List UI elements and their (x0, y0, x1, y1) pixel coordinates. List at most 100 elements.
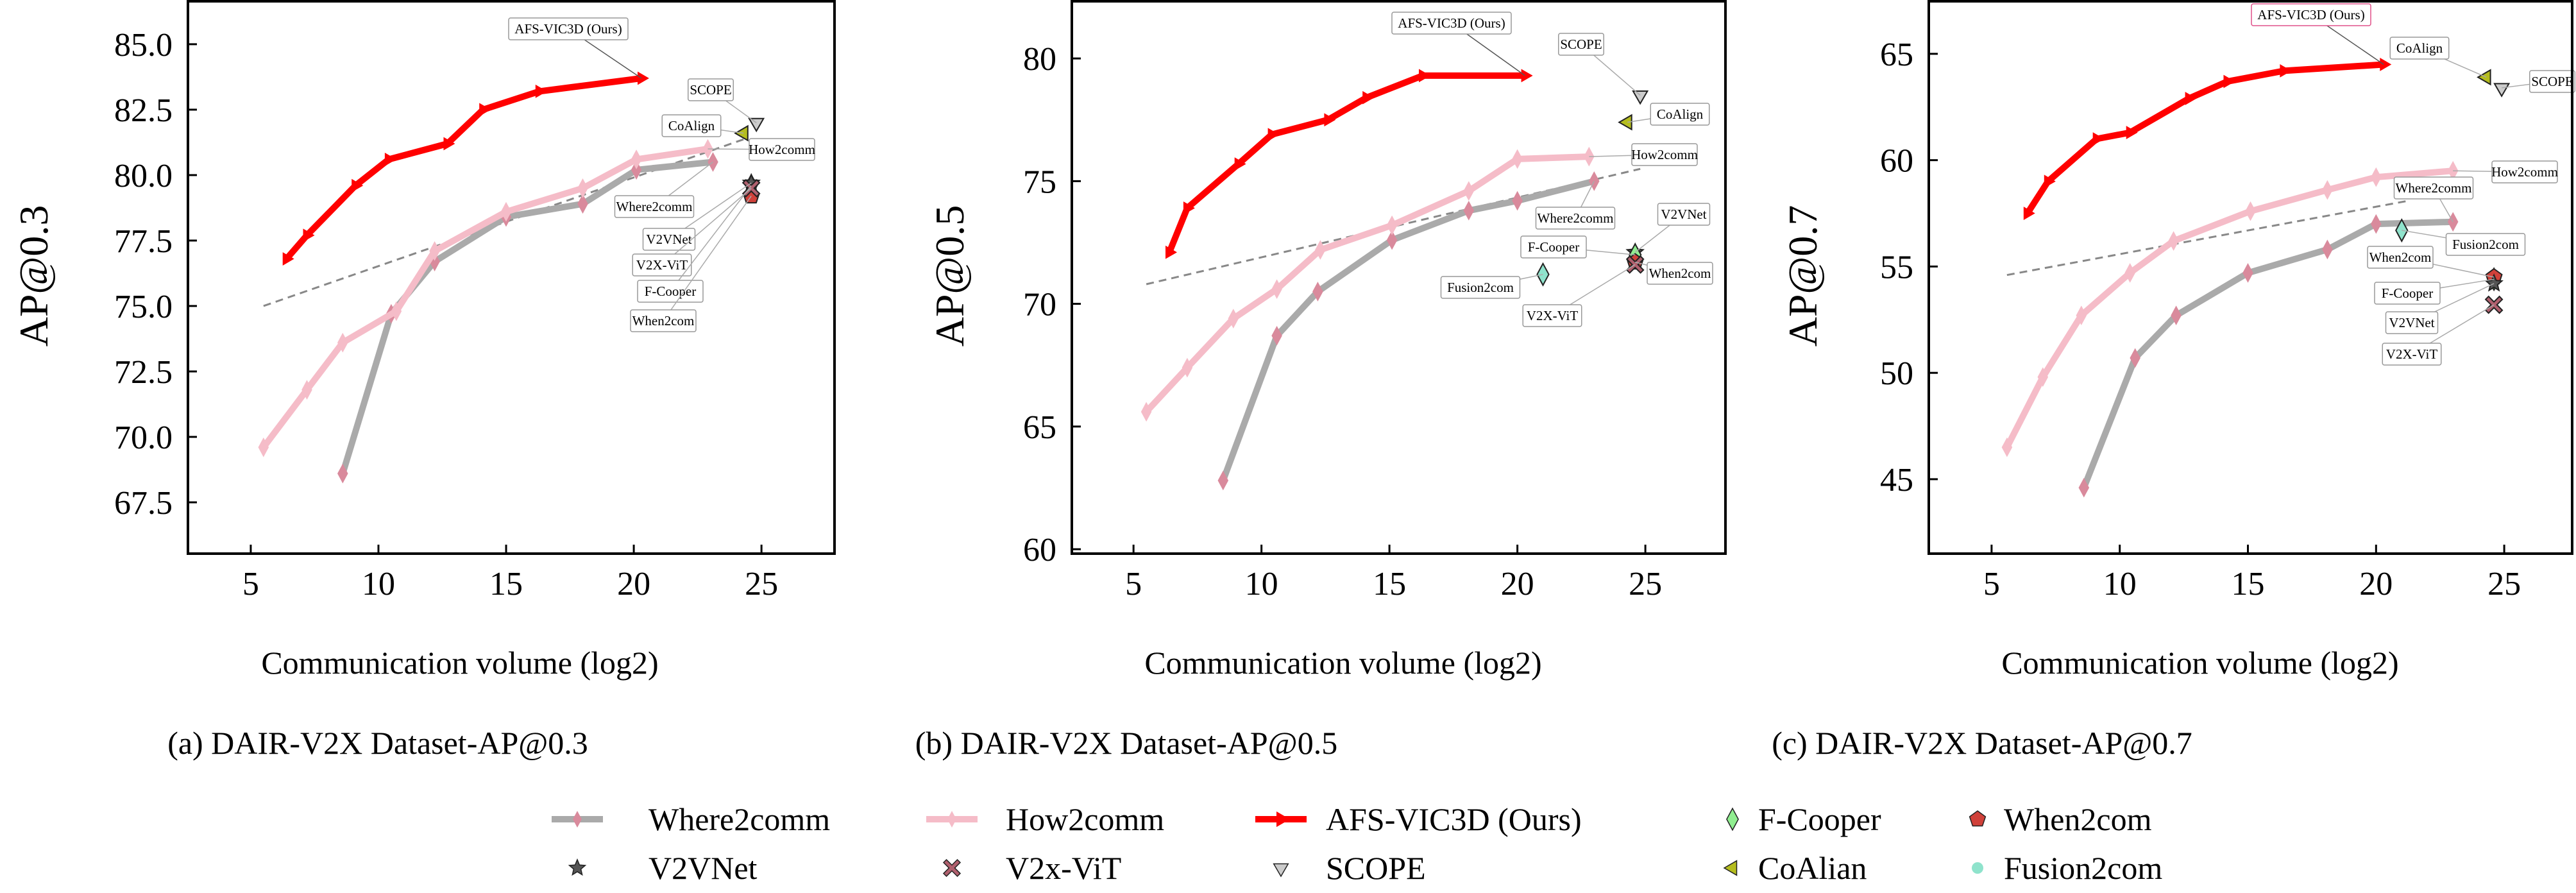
circle-teal-icon (1972, 862, 1983, 874)
x-tick-label: 5 (1983, 566, 2000, 602)
legend-marker (947, 811, 956, 828)
data-point-afs-vic3d-ours (1324, 113, 1336, 127)
y-axis-label: AP@0.7 (1780, 205, 1826, 347)
legend-label: Where2comm (648, 801, 830, 837)
annotation-box (1631, 143, 1698, 166)
data-point-how2comm (1386, 215, 1398, 235)
data-point-where2comm (1271, 325, 1282, 346)
series-line-afs-vic3d-ours (2024, 61, 2387, 217)
annotation-box (2374, 282, 2441, 305)
data-point-afs-vic3d-ours (282, 252, 294, 266)
legend-item-how2comm: How2comm (926, 801, 1164, 837)
triangle-left-olive-icon (1723, 860, 1738, 876)
legend-label: Fusion2com (2004, 850, 2162, 886)
data-point-afs-vic3d-ours (2044, 174, 2056, 189)
annotation-afs-vic3d-ours: AFS-VIC3D (Ours) (2251, 3, 2384, 65)
data-point-where2comm (2078, 477, 2090, 498)
annotation-box (632, 253, 692, 276)
y-tick-label: 70.0 (114, 420, 173, 456)
y-axis-label: AP@0.5 (927, 205, 972, 347)
annotation-label: When2com (1649, 266, 1711, 281)
annotation-label: V2X-ViT (1527, 308, 1579, 323)
y-tick-label: 67.5 (114, 485, 173, 522)
data-point-where2comm (631, 160, 642, 180)
data-point-where2comm (1512, 191, 1523, 211)
data-point-how2comm (1584, 146, 1595, 167)
data-point-afs-vic3d-ours (1267, 128, 1280, 142)
y-tick-label: 80 (1023, 41, 1056, 78)
data-point-afs-vic3d-ours (2380, 58, 2392, 71)
x-tick-label: 10 (362, 566, 395, 602)
legend: Where2comm How2comm AFS-VIC3D (Ours) F-Coop… (552, 801, 2162, 886)
data-point-how2comm (301, 380, 312, 400)
panel-caption: (b) DAIR-V2X Dataset-AP@0.5 (915, 725, 1337, 761)
annotation-label: SCOPE (2531, 74, 2573, 89)
annotation-box (1535, 207, 1616, 230)
panel-c: 5 10 15 20 25 45 50 55 60 65 AFS-VIC3D (Ours) CoAli… (1772, 0, 2575, 761)
triangle-down-gray-icon (1273, 863, 1289, 878)
panel-a: 5 10 15 20 25 67.5 70.0 72.5 75.0 77.5 80.0 82.5 85.… (11, 0, 836, 761)
data-point-where2comm (577, 194, 588, 214)
data-point-how2comm (1182, 357, 1193, 378)
annotation-where2comm: Where2comm (2393, 176, 2474, 223)
diamond-green-icon (1726, 807, 1739, 831)
data-point-where2comm (2322, 239, 2333, 260)
legend-item-f-cooper: F-Cooper (1726, 801, 1881, 837)
data-point-how2comm (2371, 167, 2382, 187)
annotation-box (1647, 262, 1713, 285)
annotation-box (508, 17, 629, 40)
annotation-label: Where2comm (1538, 210, 1614, 226)
x-tick-label: 20 (2359, 566, 2393, 602)
y-tick-label: 77.5 (114, 223, 173, 260)
y-tick-label: 75 (1023, 164, 1056, 200)
data-point-afs-vic3d-ours (2023, 207, 2035, 220)
annotation-coalign: CoAlign (1627, 103, 1710, 126)
data-point-afs-vic3d-ours (1362, 90, 1375, 105)
data-point-scope (1632, 90, 1649, 105)
annotation-f-cooper: F-Cooper (2374, 278, 2495, 305)
annotation-v2vnet: V2VNet (1634, 203, 1711, 253)
annotation-label: Fusion2com (2452, 237, 2519, 252)
y-tick-label: 75.0 (114, 289, 173, 325)
legend-label: SCOPE (1326, 850, 1426, 886)
plot-area (2001, 58, 2511, 498)
annotation-box (2389, 37, 2450, 60)
data-point-where2comm (337, 463, 348, 484)
annotation-when2com: When2com (1634, 261, 1713, 285)
data-point-where2comm (2130, 348, 2140, 368)
annotation-label: CoAlign (668, 118, 715, 133)
legend-marker (1969, 810, 1987, 827)
data-point-how2comm (1140, 402, 1152, 422)
x-tick-label: 25 (2487, 566, 2521, 602)
annotation-label: AFS-VIC3D (Ours) (514, 21, 622, 37)
trend-dashed-line (2006, 200, 2410, 276)
legend-marker (568, 858, 587, 876)
annotation-box (2385, 311, 2439, 334)
annotation-box (637, 280, 704, 303)
data-point-afs-vic3d-ours (384, 153, 396, 166)
y-tick-label: 80.0 (114, 158, 173, 194)
plot-frame (1928, 0, 2573, 555)
annotation-label: SCOPE (1560, 37, 1602, 52)
annotation-label: How2comm (2491, 164, 2558, 180)
x-axis-label: Communication volume (log2) (2001, 645, 2398, 681)
data-point-how2comm (391, 301, 402, 321)
annotation-how2comm: How2comm (708, 138, 815, 161)
x-tick-label: 20 (1501, 566, 1534, 602)
annotation-coalign: CoAlign (2389, 37, 2487, 78)
series-line-how2comm (2003, 167, 2457, 451)
y-tick-label: 72.5 (114, 354, 173, 391)
data-point-afs-vic3d-ours (303, 228, 315, 242)
x-tick-label: 25 (745, 566, 778, 602)
legend-label: V2x-ViT (1006, 850, 1121, 886)
annotation-v2x-vit: V2X-ViT (1522, 264, 1636, 327)
legend-label: When2com (2004, 801, 2152, 837)
x-tick-label: 20 (617, 566, 650, 602)
annotation-box (1650, 103, 1710, 126)
annotation-box (2491, 160, 2558, 183)
data-point-how2comm (577, 178, 588, 198)
x-tick-label: 15 (1373, 566, 1406, 602)
annotation-label: When2com (2369, 250, 2432, 265)
